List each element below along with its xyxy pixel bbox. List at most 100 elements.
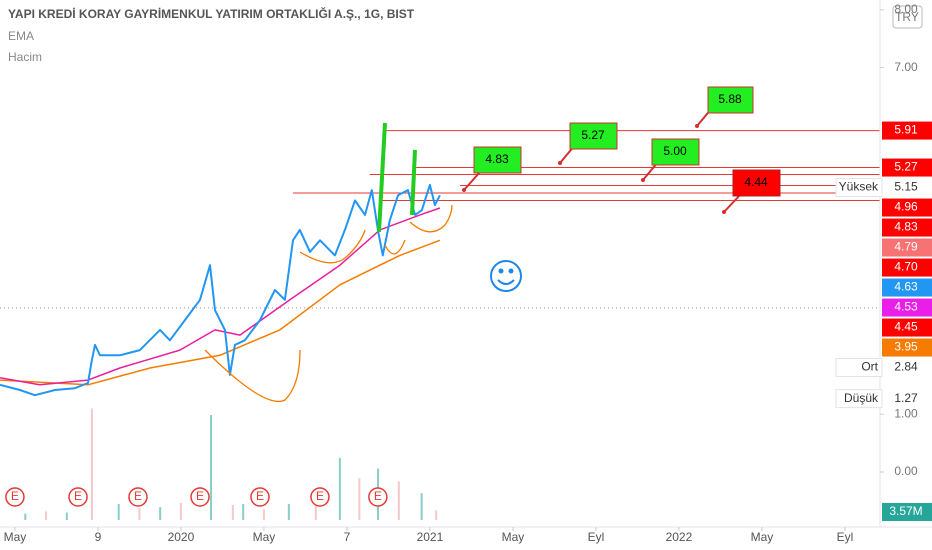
x-tick-label: May <box>253 530 276 544</box>
series-line <box>0 239 441 386</box>
currency[interactable]: TRY <box>895 10 919 24</box>
volume-bar <box>420 493 423 520</box>
earnings-marker <box>310 487 330 507</box>
callout-anchor <box>462 188 466 192</box>
currency-box[interactable] <box>892 5 923 29</box>
green-marks <box>377 122 417 233</box>
x-tick-label: 2022 <box>666 530 693 544</box>
indicator-label: EMA <box>8 29 34 43</box>
volume-label: 3.57M <box>889 504 922 518</box>
earnings-marker <box>128 487 148 507</box>
price-label-box <box>882 338 932 357</box>
callout-text: 4.44 <box>744 175 768 189</box>
volume-bar <box>159 507 162 520</box>
price-label: 5.91 <box>894 123 918 137</box>
series-line <box>0 183 441 397</box>
price-label-box <box>882 258 932 277</box>
volume-bar <box>262 509 265 520</box>
volume-bar <box>90 408 93 520</box>
y-tick-label: 1.00 <box>894 406 918 420</box>
arc-drawing <box>204 349 301 402</box>
volume-bar <box>314 496 317 520</box>
arc-drawing <box>384 239 406 255</box>
x-tick-label: 7 <box>344 530 351 544</box>
volume-bar <box>287 503 290 520</box>
series-line <box>0 207 441 386</box>
earnings-label: E <box>74 489 82 503</box>
price-label-box <box>882 178 932 197</box>
callout-pointer <box>723 194 741 213</box>
callout-anchor <box>558 161 562 165</box>
volume-bar <box>117 503 120 520</box>
callout-text: 5.00 <box>663 144 687 158</box>
earnings-label: E <box>374 489 382 503</box>
price-label: 4.70 <box>894 260 918 274</box>
price-label: 4.79 <box>894 240 918 254</box>
price-label-box <box>882 198 932 217</box>
x-tick-label: Eyl <box>588 530 605 544</box>
price-label-box <box>882 238 932 257</box>
callout-text: 5.27 <box>581 128 605 142</box>
smiley <box>490 260 522 292</box>
callout: 4.44 <box>722 169 781 214</box>
smiley-eye <box>508 268 514 274</box>
volume-label-box <box>882 503 932 521</box>
price-label-box <box>882 358 932 377</box>
x-tick-label: 2020 <box>168 530 195 544</box>
x-tick-label: Eyl <box>837 530 854 544</box>
callout: 5.00 <box>641 138 700 182</box>
price-tag: Yüksek <box>839 180 879 194</box>
volume-bar <box>138 508 141 520</box>
price-tag-box <box>835 358 883 378</box>
earnings-label: E <box>256 489 264 503</box>
price-label: 4.45 <box>894 320 918 334</box>
chart-title: YAPI KREDİ KORAY GAYRİMENKUL YATIRIM ORT… <box>8 6 415 21</box>
price-label: 4.53 <box>894 300 918 314</box>
drawings <box>204 204 453 402</box>
smiley-eye <box>498 268 504 274</box>
x-tick-label: 9 <box>95 530 102 544</box>
volume-bar <box>179 502 182 520</box>
price-label-box <box>882 121 932 140</box>
price-label: 4.63 <box>894 280 918 294</box>
callout-box <box>707 86 754 114</box>
price-label: 4.83 <box>894 220 918 234</box>
callout: 5.88 <box>695 86 754 128</box>
earnings-label: E <box>134 489 142 503</box>
volume-bar <box>397 481 400 520</box>
earnings-marker <box>5 487 25 507</box>
y-tick-label: 8.00 <box>894 2 918 16</box>
volume-bar <box>358 478 361 520</box>
earnings-label: E <box>11 489 19 503</box>
price-label: 3.95 <box>894 340 918 354</box>
arc-drawing <box>409 204 453 233</box>
callout-anchor <box>695 124 699 128</box>
price-tag: Düşük <box>844 391 879 405</box>
earnings-label: E <box>316 489 324 503</box>
y-tick-label: 7.00 <box>894 60 918 74</box>
callout-box <box>651 138 700 166</box>
smiley-face <box>490 260 522 292</box>
callout: 4.83 <box>462 146 522 192</box>
volume-bar <box>210 415 213 520</box>
price-tag: Ort <box>861 360 878 374</box>
price-tag-box <box>835 178 883 198</box>
price-label-box <box>882 389 932 408</box>
volume-bar <box>338 457 341 520</box>
price-label: 5.27 <box>894 160 918 174</box>
green-stroke <box>410 149 417 216</box>
earnings-marker <box>190 487 210 507</box>
volume-bar <box>435 510 438 520</box>
price-label-box <box>882 298 932 317</box>
price-label-box <box>882 218 932 237</box>
green-stroke <box>377 122 387 233</box>
volume-bar <box>24 513 27 520</box>
x-tick-label: 2021 <box>417 530 444 544</box>
volume-bar <box>45 511 48 520</box>
indicator-label: Hacim <box>8 50 42 64</box>
callout-box <box>732 169 781 197</box>
price-label-box <box>882 278 932 297</box>
earnings-marker <box>368 487 388 507</box>
